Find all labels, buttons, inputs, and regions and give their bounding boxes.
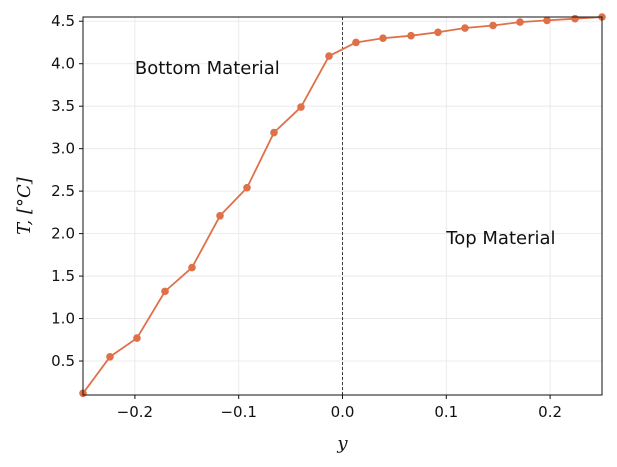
data-point [243, 183, 251, 192]
y-tick-label: 3.0 [51, 140, 75, 158]
y-tick-label: 4.0 [51, 55, 75, 73]
x-axis-label: y [336, 433, 348, 454]
data-point [352, 38, 360, 47]
y-tick-label: 0.5 [51, 352, 75, 370]
data-point [571, 14, 579, 23]
data-point [161, 287, 169, 296]
data-point [434, 28, 442, 37]
data-point [106, 352, 114, 361]
data-point [270, 128, 278, 137]
y-tick-label: 1.5 [51, 267, 75, 285]
data-point [407, 31, 415, 40]
y-axis-label: T, [°C] [14, 176, 35, 235]
annotation-label: Bottom Material [135, 58, 280, 79]
y-tick-label: 3.5 [51, 97, 75, 115]
data-point [516, 18, 524, 26]
series-line [82, 16, 603, 395]
y-tick-label: 1.0 [51, 310, 75, 328]
x-tick-label: −0.2 [117, 403, 153, 421]
data-point [188, 263, 196, 272]
data-point [461, 24, 469, 32]
ticks: −0.2 −0.1 0.0 0.1 0.2 0.5 1.0 1.5 2.0 2.5 3.0 3.5 4.… [51, 12, 562, 421]
data-point [297, 103, 305, 111]
data-point [543, 16, 551, 25]
x-tick-label: 0.0 [331, 403, 355, 421]
series-layer [79, 13, 606, 398]
x-tick-label: −0.1 [220, 403, 256, 421]
x-tick-label: 0.2 [538, 403, 562, 421]
x-tick-label: 0.1 [434, 403, 458, 421]
y-tick-label: 4.5 [51, 12, 75, 30]
annotation-label: Top Material [445, 228, 555, 249]
data-point [379, 34, 387, 43]
data-point [133, 334, 141, 342]
data-point [325, 52, 333, 60]
annotations: Bottom Material Top Material [135, 58, 556, 249]
data-point [216, 211, 224, 220]
y-tick-label: 2.0 [51, 225, 75, 243]
y-tick-label: 2.5 [51, 182, 75, 200]
data-point [489, 21, 497, 30]
